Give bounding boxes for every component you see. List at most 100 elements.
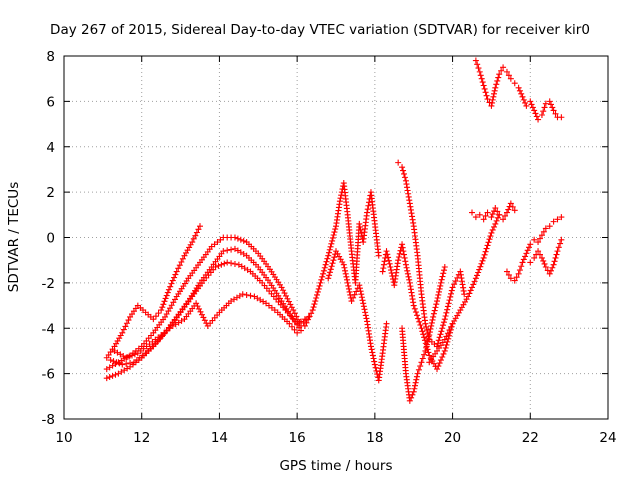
data-point <box>281 290 288 297</box>
data-point <box>190 235 197 242</box>
data-point <box>326 269 333 276</box>
data-point <box>507 275 514 282</box>
data-point <box>519 93 526 100</box>
data-point <box>150 316 157 323</box>
data-point <box>328 240 335 247</box>
data-point <box>404 184 411 191</box>
y-tick-label: 8 <box>46 49 55 65</box>
data-point <box>406 279 413 286</box>
data-point <box>168 280 175 287</box>
data-point <box>533 113 540 120</box>
data-point <box>446 297 453 304</box>
data-point <box>488 214 495 221</box>
data-point <box>458 275 465 282</box>
data-point <box>189 239 196 246</box>
data-point <box>427 326 434 333</box>
data-point <box>435 291 442 298</box>
data-point <box>410 299 417 306</box>
data-point <box>401 254 408 261</box>
data-point <box>443 333 450 340</box>
data-point <box>408 394 415 401</box>
x-tick-label: 24 <box>599 430 616 446</box>
data-point <box>535 248 542 255</box>
data-point <box>525 244 532 251</box>
data-point <box>503 209 510 216</box>
data-point <box>500 216 507 223</box>
data-point <box>298 318 305 325</box>
data-point <box>436 360 443 367</box>
data-point <box>325 252 332 259</box>
data-point <box>401 170 407 177</box>
data-point <box>431 307 438 314</box>
data-point <box>476 211 483 218</box>
data-point <box>221 260 228 267</box>
data-point <box>406 397 413 404</box>
data-point <box>342 267 349 274</box>
data-point <box>513 274 520 281</box>
data-point <box>423 323 430 330</box>
data-point <box>317 279 324 286</box>
data-point <box>306 313 313 320</box>
data-point <box>129 352 135 359</box>
data-point <box>448 287 455 294</box>
data-point <box>519 259 526 266</box>
data-point <box>384 251 391 258</box>
data-point <box>531 107 538 114</box>
data-point <box>420 331 427 338</box>
data-point <box>542 263 549 270</box>
data-point <box>395 257 402 264</box>
data-point <box>447 293 454 300</box>
data-point <box>558 236 565 243</box>
data-point <box>418 359 425 366</box>
data-point <box>535 239 542 246</box>
data-point <box>419 355 426 362</box>
data-point <box>410 388 417 395</box>
data-point <box>365 202 372 209</box>
data-point <box>546 98 553 105</box>
data-point <box>231 260 238 267</box>
data-point <box>540 228 547 235</box>
data-point <box>481 85 488 92</box>
data-point <box>356 282 363 289</box>
data-point <box>314 291 321 298</box>
data-point <box>322 261 329 268</box>
data-point <box>173 268 180 275</box>
data-point <box>165 286 172 293</box>
data-point <box>122 323 129 330</box>
data-point <box>309 307 316 314</box>
data-point <box>483 245 490 252</box>
data-point <box>440 270 447 277</box>
data-point <box>538 254 545 261</box>
data-point <box>486 236 493 243</box>
data-point <box>345 285 352 292</box>
data-point <box>443 309 450 316</box>
data-point <box>325 275 332 282</box>
data-point <box>331 254 338 261</box>
data-point <box>284 295 291 302</box>
y-tick-label: -6 <box>42 367 55 383</box>
data-point <box>379 268 386 275</box>
data-point <box>515 84 522 91</box>
data-point <box>492 220 499 227</box>
data-point <box>320 270 327 277</box>
data-point <box>484 209 491 216</box>
data-point <box>472 275 479 282</box>
data-point <box>422 320 429 327</box>
data-point <box>399 241 406 248</box>
data-point <box>192 232 199 239</box>
data-point <box>326 249 333 256</box>
data-point <box>439 325 446 332</box>
data-point <box>549 264 556 271</box>
data-point <box>478 260 485 267</box>
data-point <box>417 363 424 370</box>
data-point <box>425 349 432 356</box>
y-tick-label: -2 <box>42 276 55 292</box>
data-point <box>316 282 323 289</box>
data-point <box>383 248 390 255</box>
data-point <box>518 263 525 270</box>
data-point <box>370 355 377 362</box>
data-point <box>409 216 416 223</box>
data-point <box>408 210 415 217</box>
data-point <box>330 232 337 239</box>
data-point <box>476 68 483 75</box>
